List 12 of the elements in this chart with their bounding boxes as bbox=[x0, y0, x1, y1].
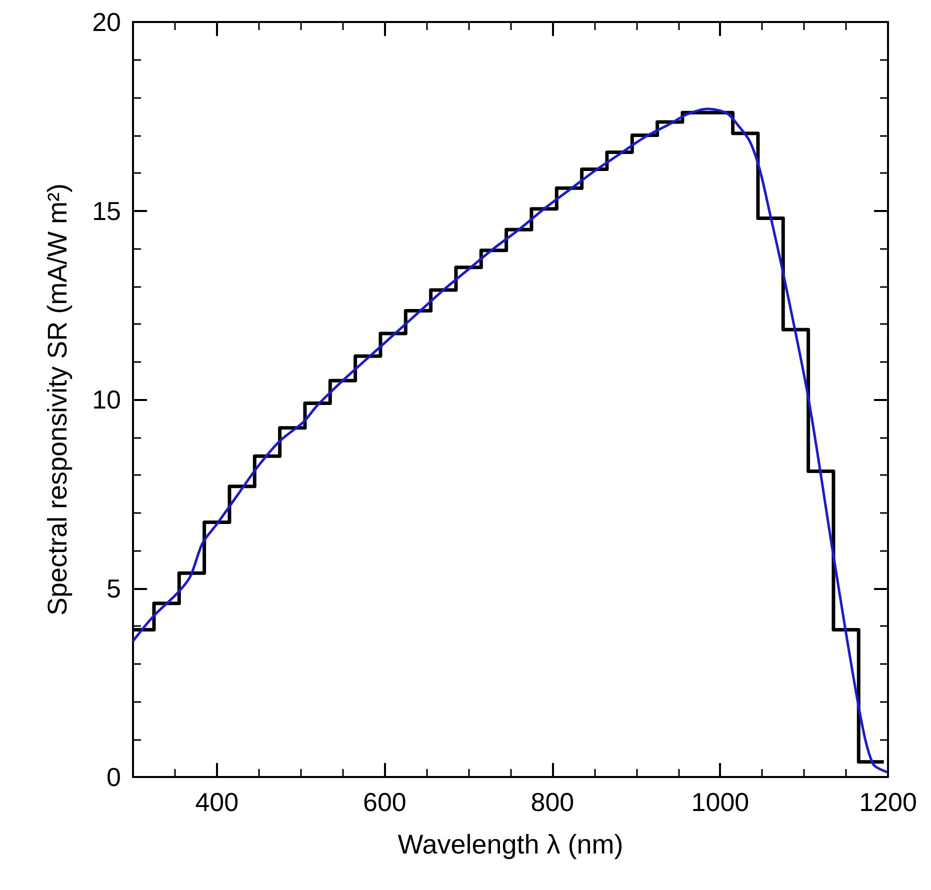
y-tick-label: 15 bbox=[92, 196, 121, 226]
y-tick-label: 20 bbox=[92, 7, 121, 37]
y-tick-label: 0 bbox=[106, 762, 121, 792]
y-tick-label: 10 bbox=[92, 384, 121, 414]
y-axis-title: Spectral responsivity SR (mA/W m²) bbox=[42, 183, 72, 616]
x-tick-label: 1200 bbox=[859, 787, 917, 817]
y-tick-label: 5 bbox=[106, 573, 121, 604]
x-tick-label: 600 bbox=[362, 787, 406, 817]
x-tick-label: 800 bbox=[530, 787, 574, 817]
x-axis-title: Wavelength λ (nm) bbox=[398, 830, 624, 860]
x-tick-label: 1000 bbox=[691, 787, 750, 817]
x-tick-label: 400 bbox=[195, 787, 239, 817]
